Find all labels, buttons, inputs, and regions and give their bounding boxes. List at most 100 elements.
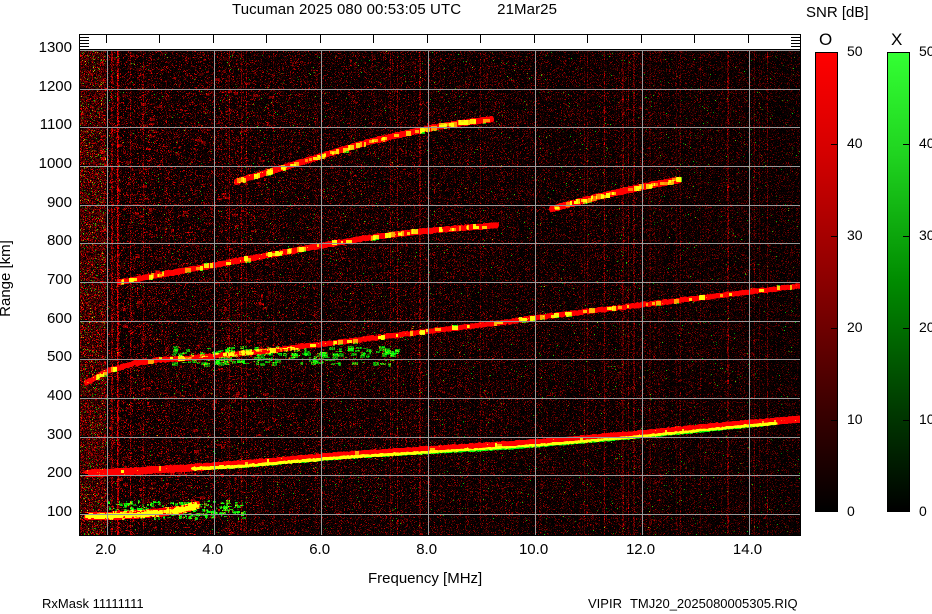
axis-tick: [80, 397, 88, 398]
axis-tick: [791, 37, 800, 38]
colorbar-x-tick-label: 50: [919, 43, 932, 59]
axis-tick: [80, 436, 88, 437]
axis-tick: [80, 358, 88, 359]
axis-tick: [80, 513, 88, 514]
axis-tick: [266, 35, 267, 43]
colorbar-x-tick-label: 30: [919, 227, 932, 243]
grid-line-horizontal: [80, 398, 800, 399]
ionogram-canvas[interactable]: [80, 50, 800, 535]
axis-tick: [427, 35, 428, 43]
x-tick-label: 8.0: [416, 541, 438, 558]
axis-tick: [106, 35, 107, 43]
y-tick-label: 1200: [38, 77, 72, 95]
title-date-short: 21Mar25: [497, 1, 558, 18]
axis-tick: [266, 527, 267, 535]
axis-tick: [792, 165, 800, 166]
colorbar-o-tick-label: 30: [847, 227, 863, 243]
axis-tick: [80, 126, 88, 127]
grid-line-vertical: [321, 50, 322, 535]
axis-tick: [792, 242, 800, 243]
grid-line-vertical: [749, 50, 750, 535]
axis-tick: [80, 43, 89, 44]
ionogram-plot-area[interactable]: [79, 49, 801, 536]
x-tick-label: 12.0: [625, 541, 656, 558]
y-tick-label: 700: [46, 270, 72, 288]
y-axis-label: Range [km]: [0, 240, 14, 317]
grid-line-horizontal: [80, 166, 800, 167]
grid-line-horizontal: [80, 282, 800, 283]
y-tick-label: 100: [46, 502, 72, 520]
colorbar-o-tick-label: 10: [847, 411, 863, 427]
colorbar-o-tick-label: 0: [847, 503, 855, 519]
x-tick-label: 10.0: [518, 541, 549, 558]
axis-tick: [792, 320, 800, 321]
axis-tick: [792, 513, 800, 514]
axis-tick: [320, 527, 321, 535]
rxmask-value: 11111111: [92, 596, 144, 611]
grid-line-vertical: [428, 50, 429, 535]
grid-line-horizontal: [80, 89, 800, 90]
grid-line-horizontal: [80, 127, 800, 128]
axis-tick: [641, 35, 642, 43]
grid-line-vertical: [214, 50, 215, 535]
axis-tick: [480, 527, 481, 535]
axis-tick: [534, 35, 535, 43]
axis-tick: [80, 37, 89, 38]
axis-tick: [587, 35, 588, 43]
colorbar-title: SNR [dB]: [806, 4, 869, 21]
axis-tick: [792, 397, 800, 398]
colorbar-tick: [831, 328, 838, 329]
x-tick-label: 6.0: [309, 541, 331, 558]
colorbar-o-mode[interactable]: [815, 52, 838, 512]
grid-line-horizontal: [80, 437, 800, 438]
colorbar-tick: [831, 420, 838, 421]
axis-tick: [213, 35, 214, 43]
grid-line-horizontal: [80, 243, 800, 244]
grid-line-horizontal: [80, 50, 800, 51]
colorbar-tick: [903, 144, 910, 145]
axis-tick: [80, 474, 88, 475]
y-tick-label: 1300: [38, 39, 72, 56]
colorbar-x-tick-label: 0: [919, 503, 927, 519]
rxmask-label: RxMask 11111111: [42, 596, 144, 611]
colorbar-x-tick-label: 10: [919, 411, 932, 427]
axis-tick: [480, 35, 481, 43]
axis-tick: [791, 49, 800, 50]
axis-tick: [792, 204, 800, 205]
axis-tick: [792, 126, 800, 127]
axis-tick: [80, 88, 88, 89]
axis-tick: [106, 527, 107, 535]
axis-tick: [80, 281, 88, 282]
axis-tick: [792, 358, 800, 359]
axis-tick: [80, 46, 89, 47]
instrument-name: VIPIR: [588, 596, 622, 611]
grid-line-vertical: [642, 50, 643, 535]
axis-tick: [748, 527, 749, 535]
title-station-datetime: Tucuman 2025 080 00:53:05 UTC: [232, 1, 462, 18]
axis-tick: [80, 165, 88, 166]
axis-tick: [80, 40, 89, 41]
grid-line-horizontal: [80, 205, 800, 206]
rxmask-title: RxMask: [42, 596, 89, 611]
axis-tick: [80, 204, 88, 205]
axis-tick: [792, 281, 800, 282]
y-tick-label: 1100: [39, 116, 72, 134]
colorbar-o-tick-label: 40: [847, 135, 863, 151]
colorbar-o-tick-label: 20: [847, 319, 863, 335]
axis-tick: [694, 35, 695, 43]
colorbar-o-tick-label: 50: [847, 43, 863, 59]
axis-tick: [373, 527, 374, 535]
grid-line-horizontal: [80, 514, 800, 515]
axis-tick: [641, 527, 642, 535]
y-tick-label: 400: [46, 386, 72, 404]
colorbar-tick: [903, 420, 910, 421]
axis-tick: [792, 474, 800, 475]
colorbar-x-mode[interactable]: [887, 52, 910, 512]
colorbar-tick: [831, 144, 838, 145]
colorbar-x-tick-label: 20: [919, 319, 932, 335]
axis-tick: [534, 527, 535, 535]
filename: TMJ20_2025080005305.RIQ: [629, 596, 798, 611]
plot-top-white-strip: [80, 35, 800, 49]
axis-tick: [791, 46, 800, 47]
